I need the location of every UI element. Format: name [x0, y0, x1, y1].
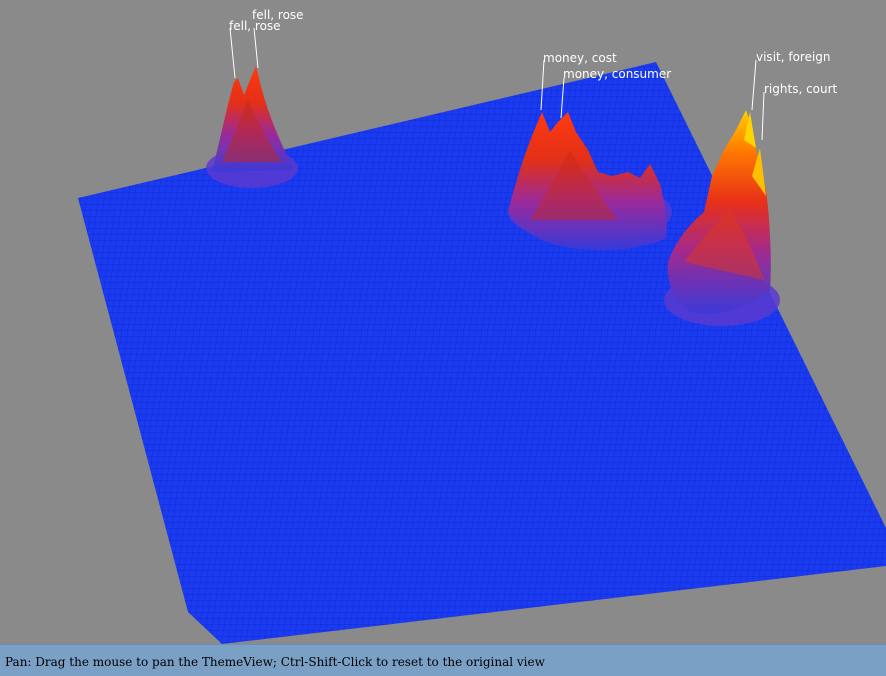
- peak-label-leaders: [229, 27, 765, 141]
- terrain-plane: [78, 62, 886, 644]
- terrain-canvas[interactable]: fell, rose fell, rose money, cost money,…: [0, 0, 886, 644]
- status-mode-label: Pan:: [5, 655, 32, 669]
- peak-label-visit-foreign: visit, foreign: [756, 50, 831, 64]
- terrain-peak-visit-rights: [664, 110, 780, 326]
- peak-label-fell-rose-2: fell, rose: [252, 8, 304, 22]
- themeview-3d-viewport[interactable]: fell, rose fell, rose money, cost money,…: [0, 0, 886, 644]
- status-bar: Pan: Drag the mouse to pan the ThemeView…: [0, 644, 886, 676]
- peak-label-fell-rose-1: fell, rose: [229, 19, 281, 33]
- status-instruction: Drag the mouse to pan the ThemeView; Ctr…: [31, 655, 545, 669]
- terrain-peak-fell-rose: [206, 66, 298, 188]
- status-message: Pan: Drag the mouse to pan the ThemeView…: [5, 655, 545, 669]
- peak-label-money-consumer: money, consumer: [563, 67, 671, 81]
- terrain-peak-money: [508, 112, 672, 251]
- peak-label-money-cost: money, cost: [543, 51, 617, 65]
- peak-label-rights-court: rights, court: [764, 82, 838, 96]
